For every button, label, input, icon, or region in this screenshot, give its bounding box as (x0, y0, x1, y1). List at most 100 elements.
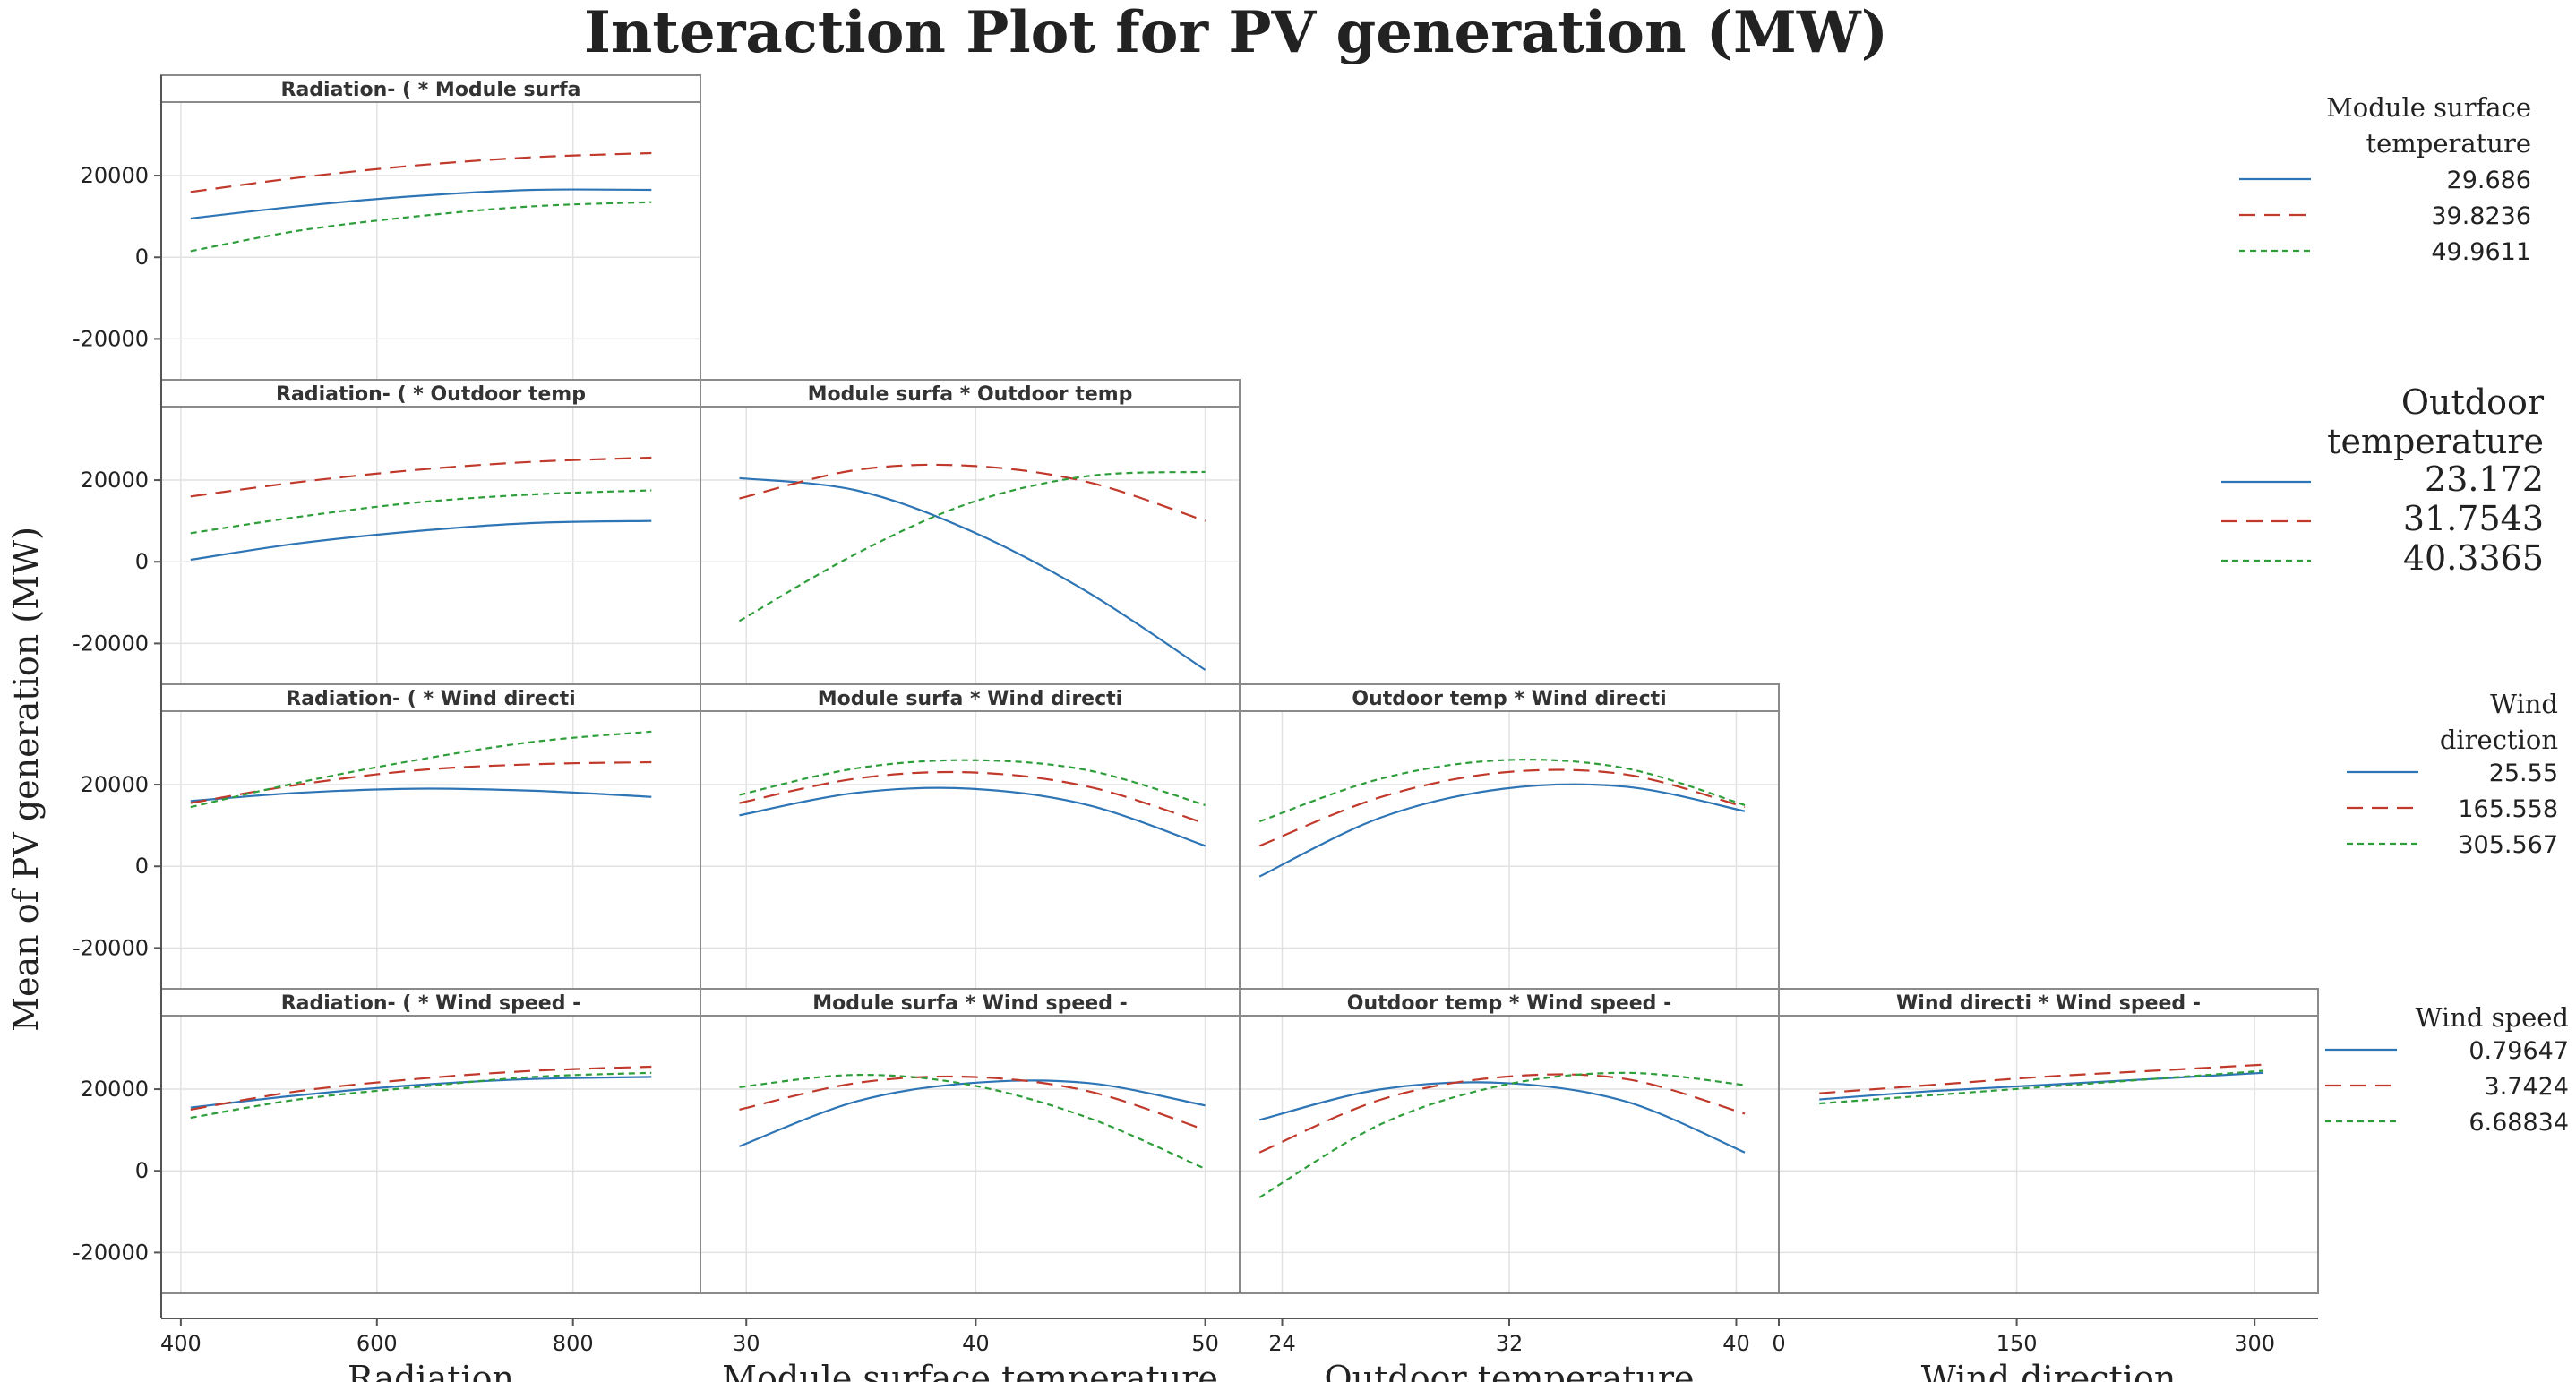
y-axis-label: Mean of PV generation (MW) (6, 527, 46, 1032)
x-tick-label: 40 (1722, 1331, 1750, 1356)
x-tick-label: 300 (2234, 1331, 2275, 1356)
legends: Module surface temperature 29.686 39.8236 49… (2221, 92, 2569, 1137)
legend-level-label: 23.172 (2425, 459, 2544, 499)
panel-strip-label: Module surfa * Outdoor temp (808, 383, 1133, 406)
x-axis-label: Outdoor temperature (1324, 1359, 1694, 1382)
panel-strip-label: Module surfa * Wind speed - (812, 992, 1127, 1015)
panel-4: Module surfa * Wind directi (700, 683, 1241, 990)
x-tick-label: 600 (356, 1331, 398, 1356)
x-tick-label: 400 (160, 1331, 202, 1356)
panel-0: Radiation- ( * Module surfa -20000 0 20000 (73, 74, 701, 381)
series-line-23.172 (739, 476, 1206, 671)
series-line-6.68834 (190, 1071, 652, 1120)
panel-6: Radiation- ( * Wind speed - -20000 0 20000 (73, 988, 701, 1294)
panel-2: Module surfa * Outdoor temp (700, 379, 1241, 685)
x-tick-label: 150 (1996, 1331, 2038, 1356)
panel-strip-label: Radiation- ( * Wind speed - (281, 992, 581, 1015)
panel-7: Module surfa * Wind speed - (700, 988, 1241, 1294)
panel-8: Outdoor temp * Wind speed - (1239, 988, 1780, 1294)
panel-5: Outdoor temp * Wind directi (1239, 683, 1780, 990)
chart-title: Interaction Plot for PV generation (MW) (584, 0, 1888, 66)
x-axis-label: Wind direction (1921, 1359, 2177, 1382)
series-line-3.7424 (1258, 1073, 1746, 1154)
legend-title: temperature (2327, 422, 2544, 461)
x-axis-label: Module surface temperature (722, 1359, 1218, 1382)
panel-frame (700, 683, 1241, 990)
legend-level-label: 39.8236 (2431, 202, 2531, 230)
panel-frame (160, 379, 701, 685)
legend-title: Wind speed (2416, 1002, 2569, 1033)
y-tick-label: 0 (135, 549, 149, 574)
legend-2: Wind direction 25.55 165.558 305.567 (2347, 689, 2558, 859)
legend-3: Wind speed 0.79647 3.7424 6.68834 (2325, 1002, 2569, 1137)
panel-strip-label: Wind directi * Wind speed - (1896, 992, 2201, 1015)
panel-1: Radiation- ( * Outdoor temp -20000 0 20000 (73, 379, 701, 685)
x-tick-label: 800 (553, 1331, 594, 1356)
legend-level-label: 49.9611 (2431, 238, 2531, 266)
x-axis-label: Radiation (348, 1359, 514, 1382)
series-line-3.7424 (739, 1075, 1206, 1131)
panel-frame (160, 683, 701, 990)
legend-level-label: 305.567 (2458, 831, 2558, 859)
series-line-305.567 (1258, 759, 1746, 823)
legend-title: Wind (2490, 689, 2558, 719)
series-line-165.558 (190, 760, 652, 804)
panel-strip-label: Radiation- ( * Wind directi (286, 688, 575, 710)
series-line-3.7424 (190, 1065, 652, 1111)
panel-3: Radiation- ( * Wind directi -20000 0 20000 (73, 683, 701, 990)
y-tick-label: 20000 (81, 163, 149, 188)
series-line-0.79647 (739, 1079, 1206, 1147)
legend-title: Outdoor (2401, 382, 2545, 422)
legend-level-label: 31.7543 (2403, 499, 2544, 538)
legend-level-label: 29.686 (2447, 167, 2531, 194)
legend-level-label: 165.558 (2458, 795, 2558, 823)
panel-frame (700, 988, 1241, 1294)
legend-title: direction (2440, 725, 2558, 755)
panel-grid: Radiation- ( * Module surfa-20000020000R… (73, 74, 2319, 1294)
series-line-25.55 (739, 786, 1206, 847)
y-tick-label: 20000 (81, 468, 149, 493)
y-tick-label: 0 (135, 1158, 149, 1183)
legend-level-label: 25.55 (2489, 760, 2558, 787)
series-line-25.55 (1258, 783, 1746, 878)
panel-strip-label: Outdoor temp * Wind speed - (1347, 992, 1671, 1015)
y-tick-label: 20000 (81, 1077, 149, 1102)
legend-level-label: 0.79647 (2469, 1037, 2569, 1065)
x-tick-label: 24 (1268, 1331, 1296, 1356)
series-line-305.567 (739, 759, 1206, 806)
series-line-165.558 (1258, 768, 1746, 847)
y-tick-label: -20000 (73, 1240, 149, 1265)
y-tick-label: 0 (135, 245, 149, 270)
series-line-39.8236 (190, 151, 652, 193)
y-tick-label: -20000 (73, 631, 149, 656)
panel-9: Wind directi * Wind speed - (1778, 988, 2319, 1294)
panel-frame (1778, 988, 2319, 1294)
series-line-49.9611 (190, 201, 652, 253)
y-tick-label: -20000 (73, 326, 149, 351)
x-tick-label: 30 (733, 1331, 760, 1356)
series-line-31.7543 (190, 456, 652, 498)
series-line-0.79647 (1819, 1071, 2264, 1101)
series-line-305.567 (190, 730, 652, 809)
x-tick-label: 32 (1496, 1331, 1524, 1356)
series-line-31.7543 (739, 463, 1206, 522)
series-line-6.68834 (739, 1073, 1206, 1171)
panel-frame (160, 988, 701, 1294)
legend-level-label: 40.3365 (2403, 538, 2544, 578)
legend-title: temperature (2366, 128, 2531, 159)
series-line-40.3365 (738, 470, 1206, 622)
series-line-0.79647 (1258, 1081, 1746, 1154)
series-line-165.558 (739, 770, 1206, 825)
x-tick-label: 40 (962, 1331, 990, 1356)
series-line-40.3365 (190, 489, 652, 535)
legend-0: Module surface temperature 29.686 39.8236 49… (2239, 92, 2531, 266)
legend-level-label: 3.7424 (2485, 1073, 2569, 1101)
panel-strip-label: Radiation- ( * Module surfa (281, 79, 581, 101)
series-line-6.68834 (1819, 1069, 2264, 1105)
series-line-0.79647 (190, 1076, 652, 1109)
legend-level-label: 6.68834 (2469, 1109, 2569, 1137)
series-line-29.686 (190, 188, 652, 219)
panel-frame (160, 74, 701, 381)
panel-strip-label: Module surfa * Wind directi (818, 688, 1122, 710)
